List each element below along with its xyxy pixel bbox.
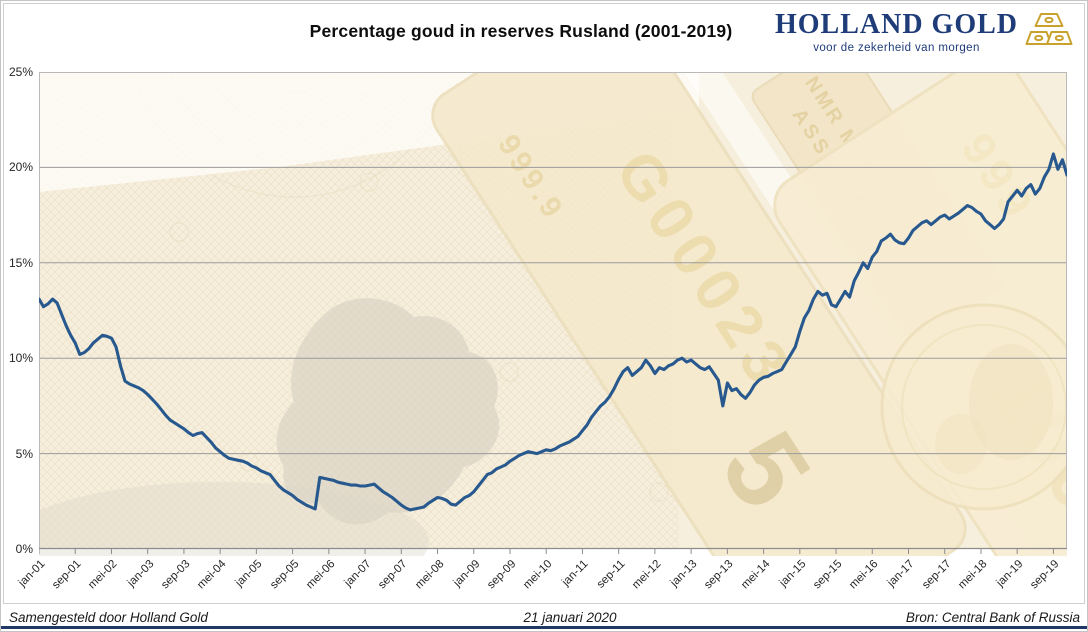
- logo-text-column: HOLLAND GOLD voor de zekerheid van morge…: [774, 9, 1018, 55]
- watermark-coin: [880, 303, 1067, 511]
- x-axis-ticks: [39, 549, 1054, 554]
- y-tick-label: 15%: [8, 255, 33, 270]
- holland-gold-logo: HOLLAND GOLD voor de zekerheid van morge…: [775, 10, 1073, 54]
- y-tick-label: 10%: [8, 351, 33, 366]
- watermark-background: 999.9 G00023 5 NMR MELTER ASSAYER 999 10…: [39, 72, 1067, 556]
- y-tick-label: 5%: [15, 446, 33, 461]
- plot-area: 999.9 G00023 5 NMR MELTER ASSAYER 999 10…: [39, 72, 1067, 556]
- y-tick-label: 0%: [15, 542, 33, 556]
- chart-title: Percentage goud in reserves Rusland (200…: [309, 21, 733, 41]
- footer-source: Bron: Central Bank of Russia: [905, 610, 1080, 625]
- bottom-divider: [1, 626, 1087, 629]
- gridlines: [39, 166, 1067, 455]
- gold-bars-icon: [1025, 13, 1073, 45]
- gold-share-line-series: [39, 152, 1067, 512]
- y-tick-label: 25%: [8, 65, 33, 79]
- watermark-map: [276, 298, 500, 525]
- footer-date: 21 januari 2020: [523, 610, 617, 625]
- footer-author: Samengesteld door Holland Gold: [9, 610, 208, 625]
- y-tick-label: 20%: [8, 160, 33, 175]
- logo-wordmark: HOLLAND GOLD: [774, 9, 1018, 40]
- logo-tagline: voor de zekerheid van morgen: [813, 42, 980, 55]
